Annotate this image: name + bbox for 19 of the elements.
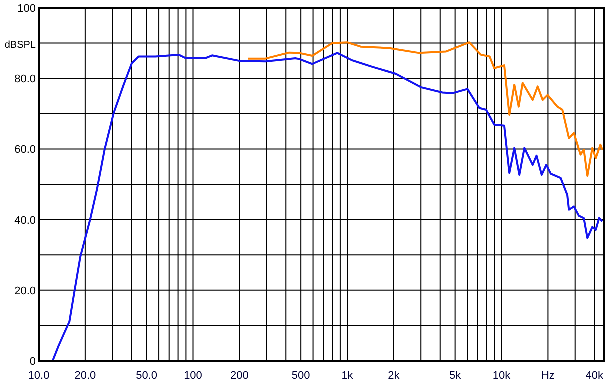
x-tick-label: 50.0: [136, 370, 158, 382]
x-tick-label: 200: [230, 370, 249, 382]
x-tick-label: 500: [292, 370, 310, 382]
y-tick-label: 40.0: [14, 214, 36, 227]
x-tick-label: 1k: [342, 370, 354, 382]
y-tick-label: 20.0: [14, 285, 36, 298]
y-tick-label: 80.0: [14, 74, 36, 86]
x-tick-label: 10k: [492, 370, 512, 382]
x-tick-label: 5k: [450, 370, 462, 382]
x-tick-label: 40k: [586, 370, 604, 382]
y-tick-label: 100: [18, 3, 36, 15]
y-axis-title: dBSPL: [4, 40, 36, 51]
x-tick-label: 100: [184, 370, 202, 382]
x-tick-label: 20.0: [74, 370, 96, 382]
y-tick-label: 0: [30, 356, 36, 368]
x-tick-label: Hz: [541, 370, 555, 382]
x-tick-label: 10.0: [28, 370, 50, 382]
x-tick-label: 2k: [388, 370, 400, 382]
y-tick-label: 60.0: [14, 144, 36, 156]
